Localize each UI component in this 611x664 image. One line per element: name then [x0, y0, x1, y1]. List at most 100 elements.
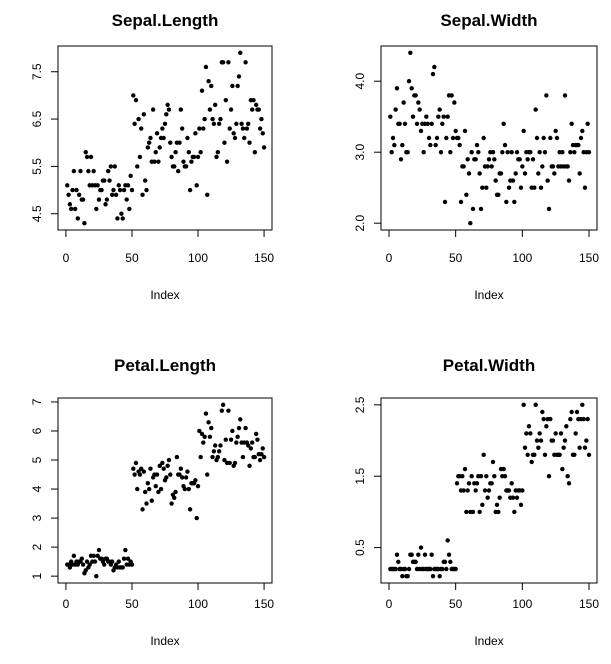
data-point — [586, 150, 592, 155]
data-point — [484, 474, 489, 479]
data-point — [550, 164, 556, 169]
data-point — [582, 185, 588, 190]
data-point — [534, 135, 540, 141]
data-point — [485, 164, 490, 169]
data-point — [514, 495, 520, 500]
data-point — [185, 135, 190, 141]
data-point — [140, 507, 145, 512]
data-point — [566, 481, 572, 486]
data-point — [164, 112, 169, 117]
data-point — [146, 486, 152, 492]
data-point — [424, 114, 429, 119]
data-point — [256, 107, 261, 112]
data-point — [228, 437, 234, 442]
data-point — [477, 171, 482, 176]
data-point — [189, 159, 194, 164]
data-point — [541, 135, 546, 141]
data-point — [565, 164, 570, 169]
data-point — [127, 206, 132, 212]
data-point — [113, 192, 119, 197]
data-point — [433, 142, 438, 148]
data-point — [402, 121, 408, 127]
data-point — [544, 93, 549, 98]
data-point — [470, 509, 476, 515]
data-point — [144, 187, 149, 193]
data-point — [482, 488, 488, 493]
data-point — [259, 116, 264, 122]
data-point — [486, 488, 492, 493]
data-point — [216, 449, 222, 454]
data-point — [251, 97, 256, 103]
data-point — [529, 459, 534, 465]
data-point — [418, 545, 424, 550]
data-point — [205, 192, 210, 197]
data-point — [121, 187, 127, 193]
data-point — [234, 440, 239, 445]
data-point — [94, 206, 99, 212]
data-point — [161, 135, 166, 141]
data-point — [492, 157, 497, 162]
data-point — [84, 154, 90, 160]
data-point — [393, 566, 398, 572]
data-point — [78, 168, 83, 174]
data-point — [137, 472, 143, 477]
data-point — [116, 183, 121, 188]
data-point — [485, 495, 490, 500]
x-tick-label: 100 — [512, 597, 532, 611]
data-point — [65, 183, 70, 188]
data-point — [157, 145, 162, 150]
data-point — [442, 199, 448, 205]
data-point — [210, 454, 215, 460]
data-point — [478, 206, 484, 212]
data-point — [572, 150, 577, 155]
data-point — [408, 50, 413, 56]
data-point — [228, 107, 234, 112]
data-point — [581, 416, 586, 422]
data-point — [215, 454, 221, 460]
data-point — [183, 164, 189, 169]
data-point — [176, 168, 181, 174]
data-point — [111, 187, 116, 193]
x-tick-label: 0 — [386, 597, 393, 611]
data-point — [430, 573, 436, 579]
data-point — [452, 100, 457, 105]
data-point — [156, 159, 161, 164]
data-point — [222, 140, 227, 145]
y-tick-label: 7 — [30, 398, 44, 405]
data-point — [388, 114, 393, 119]
data-point — [520, 164, 525, 169]
data-point — [520, 488, 525, 493]
data-point — [522, 445, 528, 450]
data-point — [141, 112, 147, 117]
data-point — [512, 509, 517, 515]
data-point — [461, 164, 466, 169]
data-point — [568, 416, 573, 422]
data-point — [466, 481, 472, 486]
data-point — [576, 142, 581, 148]
data-point — [222, 457, 227, 463]
data-point — [235, 434, 240, 439]
data-point — [177, 140, 182, 145]
x-tick-label: 50 — [449, 597, 463, 611]
data-point — [231, 131, 236, 136]
data-point — [409, 552, 414, 557]
data-point — [186, 150, 191, 155]
data-point — [397, 121, 402, 127]
data-point — [580, 128, 585, 134]
data-point — [554, 135, 560, 141]
data-point — [440, 121, 445, 127]
data-point — [402, 566, 408, 572]
data-point — [131, 93, 136, 98]
data-point — [426, 135, 432, 141]
data-point — [194, 515, 199, 521]
y-tick-label: 6 — [30, 427, 44, 434]
data-point — [566, 178, 572, 183]
data-point — [95, 553, 100, 559]
data-point — [82, 220, 87, 226]
data-point — [496, 192, 501, 197]
data-point — [453, 566, 458, 572]
data-point — [560, 150, 565, 155]
data-point — [166, 107, 172, 112]
data-point — [569, 121, 574, 127]
data-point — [425, 121, 430, 127]
